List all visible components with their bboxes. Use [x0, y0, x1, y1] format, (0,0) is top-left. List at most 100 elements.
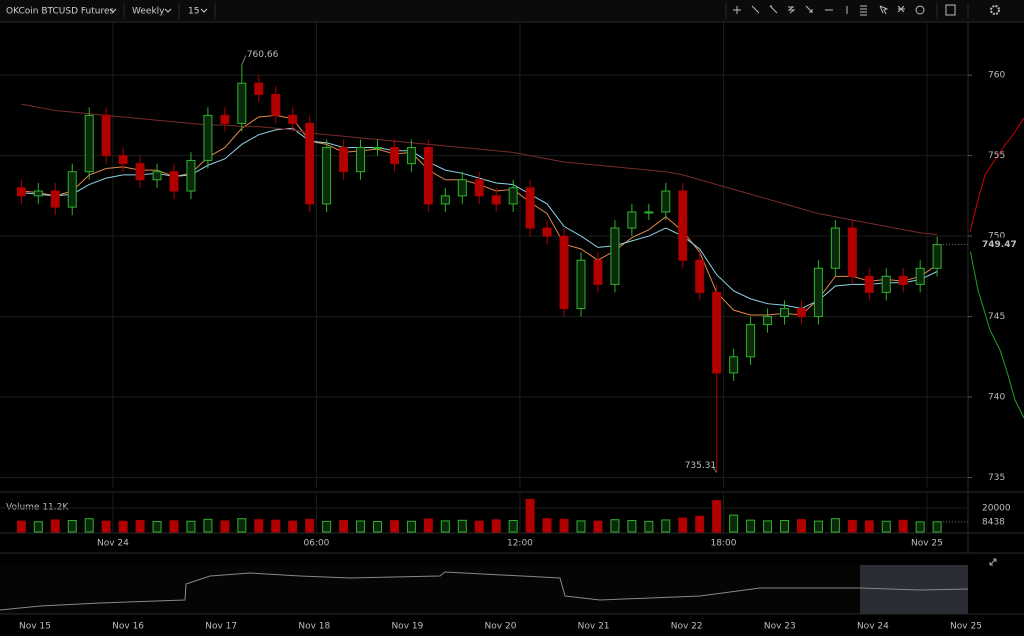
volume-bar — [356, 520, 366, 533]
candle-body — [610, 227, 620, 285]
candle-body — [576, 259, 586, 310]
volume-bar — [847, 519, 857, 533]
volume-bar — [169, 520, 179, 533]
volume-bar — [881, 520, 891, 533]
drawing-tools[interactable] — [733, 5, 925, 16]
range-select[interactable]: Weekly — [132, 7, 172, 17]
y-tick-label: 760 — [988, 71, 1005, 81]
volume-bar — [712, 500, 722, 533]
candle-body — [101, 114, 111, 157]
last-price-box — [969, 237, 1024, 252]
gann-tool[interactable] — [897, 5, 905, 13]
candle-body — [322, 147, 332, 205]
candle-body — [508, 187, 518, 205]
expand-icon[interactable] — [989, 558, 997, 566]
volume-bar — [780, 520, 790, 533]
volume-bar — [898, 519, 908, 533]
volume-bar — [440, 520, 450, 533]
candle-body — [50, 190, 60, 208]
volume-bar — [118, 520, 128, 533]
x-tick-label: 18:00 — [710, 539, 736, 549]
zigzag-tool[interactable] — [787, 6, 796, 14]
symbol-select[interactable]: OKCoin BTCUSD Futures — [6, 7, 117, 17]
candle-body — [271, 93, 281, 116]
volume-tick-label: 20000 — [982, 503, 1011, 513]
candle-body — [898, 275, 908, 285]
pitchfork-tool[interactable] — [879, 5, 889, 15]
volume-bar — [16, 520, 26, 533]
interval-select[interactable]: 15 — [188, 7, 208, 17]
range[interactable]: Weekly — [132, 7, 165, 17]
candle-body — [423, 147, 433, 205]
volume-bar — [474, 520, 484, 533]
candle-body — [847, 227, 857, 277]
candle-body — [729, 356, 739, 374]
candle-body — [203, 114, 213, 161]
volume-bar — [271, 519, 281, 533]
candle-body — [339, 147, 349, 173]
navigator-label: Nov 24 — [857, 622, 889, 632]
candle-body — [135, 163, 145, 181]
candle-body — [932, 244, 942, 269]
candle-body — [525, 187, 535, 229]
volume-bar — [508, 520, 518, 533]
volume-bar — [593, 520, 603, 533]
screenshot-button[interactable] — [945, 4, 956, 16]
candle-body — [491, 195, 501, 205]
volume-bar — [576, 520, 586, 533]
candle-body — [16, 187, 26, 197]
candle-body — [796, 308, 806, 318]
volume-bar — [423, 518, 433, 533]
y-tick-label: 745 — [988, 312, 1005, 322]
volume-bar — [813, 520, 823, 533]
navigator-label: Nov 22 — [671, 622, 703, 632]
candle-body — [406, 147, 416, 165]
candle-body — [356, 147, 366, 173]
candle-body — [661, 190, 671, 213]
navigator-label: Nov 23 — [764, 622, 796, 632]
fib-tool[interactable] — [860, 5, 867, 16]
volume-bar — [796, 519, 806, 533]
trend-tool[interactable] — [751, 5, 760, 14]
candle-body — [678, 190, 688, 261]
ray-tool[interactable] — [769, 5, 778, 14]
candle-body — [118, 155, 128, 165]
arrow-tool[interactable] — [805, 5, 813, 14]
candle-body — [169, 171, 179, 192]
navigator-label: Nov 21 — [578, 622, 610, 632]
volume-bar — [186, 520, 196, 533]
candle-body — [813, 267, 823, 318]
candle-body — [712, 291, 722, 374]
navigator-label: Nov 17 — [205, 622, 237, 632]
toolbar — [0, 0, 1024, 22]
volume-bar — [288, 520, 298, 533]
dropdown-icon — [164, 8, 172, 13]
candle-body — [695, 259, 705, 293]
circle-tool[interactable] — [915, 5, 925, 15]
navigator[interactable] — [0, 565, 968, 614]
interval[interactable]: 15 — [188, 7, 199, 17]
volume-bar — [101, 520, 111, 533]
annotation-leader — [241, 55, 247, 65]
y-tick-label: 750 — [988, 232, 1005, 242]
volume-bar — [135, 520, 145, 533]
volume-bar — [830, 518, 840, 533]
high-annotation: 760.66 — [247, 50, 279, 60]
x-tick-label: 12:00 — [507, 539, 533, 549]
crosshair-tool[interactable] — [733, 6, 741, 14]
volume-bar — [152, 521, 162, 533]
navigator-label: Nov 25 — [950, 622, 982, 632]
candle-body — [864, 275, 874, 293]
candle-body — [237, 82, 247, 124]
x-tick-label: 06:00 — [303, 539, 329, 549]
settings-button[interactable] — [990, 5, 1000, 15]
volume-bar — [389, 520, 399, 533]
candle-body — [457, 179, 467, 197]
volume-bar — [339, 519, 349, 533]
volume-bar — [864, 520, 874, 533]
symbol[interactable]: OKCoin BTCUSD Futures — [6, 7, 115, 17]
y-tick-label: 740 — [988, 393, 1005, 403]
last-price-label: 749.47 — [982, 240, 1017, 250]
volume-bar — [661, 519, 671, 533]
